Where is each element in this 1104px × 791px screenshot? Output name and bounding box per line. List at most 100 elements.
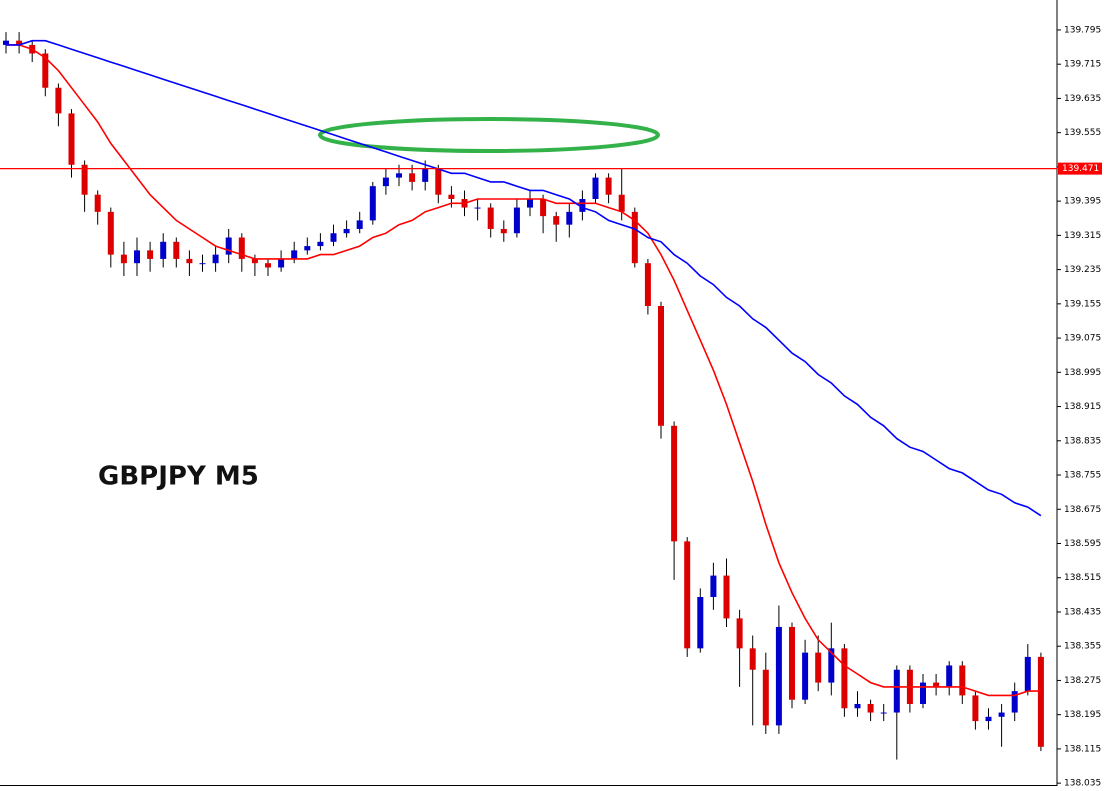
candle-body xyxy=(448,194,455,199)
candle-body xyxy=(540,198,547,217)
candle-body xyxy=(1011,691,1018,713)
candle-body xyxy=(199,263,206,265)
candle-body xyxy=(631,211,638,264)
candle-body xyxy=(736,618,743,649)
candle-body xyxy=(147,250,154,259)
candle-body xyxy=(134,250,140,264)
y-tick-label: 138.035 xyxy=(1064,779,1101,787)
candle-body xyxy=(435,169,442,195)
candle-body xyxy=(278,258,285,268)
y-tick-label: 139.075 xyxy=(1064,334,1101,344)
candle-body xyxy=(802,652,809,700)
y-tick-label: 138.675 xyxy=(1064,505,1101,515)
candle-body xyxy=(1024,656,1031,692)
candle-body xyxy=(212,254,219,264)
y-tick-label: 138.435 xyxy=(1064,607,1101,617)
y-tick-label: 138.995 xyxy=(1064,368,1101,378)
candle-body xyxy=(697,596,704,649)
candle-body xyxy=(854,703,861,709)
candle-body xyxy=(579,198,586,212)
candle-body xyxy=(671,425,678,542)
candle-body xyxy=(409,173,416,182)
candle-body xyxy=(68,113,75,165)
candle-body xyxy=(762,669,769,726)
candle-body xyxy=(225,237,232,255)
moving-average xyxy=(6,39,1042,517)
candle-body xyxy=(265,263,271,268)
y-tick-label: 139.395 xyxy=(1064,197,1101,207)
price-label-bg xyxy=(1058,162,1102,175)
candle-body xyxy=(422,169,429,182)
candle-body xyxy=(81,164,88,195)
candle-body xyxy=(710,575,717,597)
candle-body xyxy=(815,652,822,683)
moving-average xyxy=(6,44,1041,697)
candle-body xyxy=(880,712,887,714)
y-tick-label: 139.635 xyxy=(1064,94,1101,104)
candle-body xyxy=(42,53,49,88)
candle-body xyxy=(527,198,533,208)
candle-body xyxy=(474,207,481,209)
y-tick-label: 139.155 xyxy=(1064,299,1101,309)
y-tick-label: 139.795 xyxy=(1064,25,1101,35)
y-tick-label: 139.315 xyxy=(1064,231,1101,241)
y-tick-label: 138.115 xyxy=(1064,744,1101,754)
candle-body xyxy=(592,177,599,199)
plot xyxy=(3,32,1044,760)
candle-body xyxy=(107,211,114,255)
candle-body xyxy=(605,177,612,195)
candle-body xyxy=(317,241,324,247)
candle-body xyxy=(893,669,900,713)
candle-body xyxy=(618,194,625,212)
candle-body xyxy=(173,241,180,259)
candle-body xyxy=(382,177,389,187)
candle-body xyxy=(55,87,62,114)
candle-body xyxy=(1037,656,1044,747)
candle-body xyxy=(304,246,311,251)
candle-body xyxy=(330,233,337,242)
candle-body xyxy=(841,648,848,709)
candle-body xyxy=(789,626,795,700)
candle-body xyxy=(94,194,101,212)
candle-body xyxy=(500,228,507,234)
candle-body xyxy=(396,173,402,178)
candle-body xyxy=(658,305,664,426)
candle-body xyxy=(291,250,298,259)
candle-body xyxy=(959,665,966,696)
y-tick-label: 138.195 xyxy=(1064,710,1101,720)
candle-body xyxy=(251,258,258,264)
y-tick-label: 138.355 xyxy=(1064,642,1101,652)
y-tick-label: 138.275 xyxy=(1064,676,1101,686)
highlight-ellipse xyxy=(318,117,660,153)
candle-body xyxy=(684,541,691,649)
candle-body xyxy=(933,682,940,687)
candle-body xyxy=(566,211,573,225)
candle-body xyxy=(985,716,992,722)
y-tick-label: 138.515 xyxy=(1064,573,1101,583)
price-label: 139.471 xyxy=(1062,164,1099,174)
candle-body xyxy=(3,40,9,45)
candle-body xyxy=(16,40,23,45)
candle-body xyxy=(487,207,494,229)
candle-body xyxy=(513,207,520,234)
candle-body xyxy=(775,626,782,726)
y-tick-label: 139.555 xyxy=(1064,128,1101,138)
candle-body xyxy=(160,241,167,259)
candle-body xyxy=(120,254,127,264)
candle-body xyxy=(972,695,979,722)
y-tick-label: 138.595 xyxy=(1064,539,1101,549)
candle-body xyxy=(186,258,193,264)
candle-body xyxy=(644,263,651,306)
y-tick-label: 139.715 xyxy=(1064,60,1101,70)
candle-body xyxy=(946,665,953,687)
y-tick-label: 138.835 xyxy=(1064,436,1101,446)
candle-body xyxy=(369,186,376,221)
candle-body xyxy=(343,228,350,234)
candle-body xyxy=(723,575,730,619)
chart-title: GBPJPY M5 xyxy=(98,462,259,492)
y-tick-label: 139.235 xyxy=(1064,265,1101,275)
candle-body xyxy=(828,648,835,683)
y-tick-label: 138.755 xyxy=(1064,471,1101,481)
